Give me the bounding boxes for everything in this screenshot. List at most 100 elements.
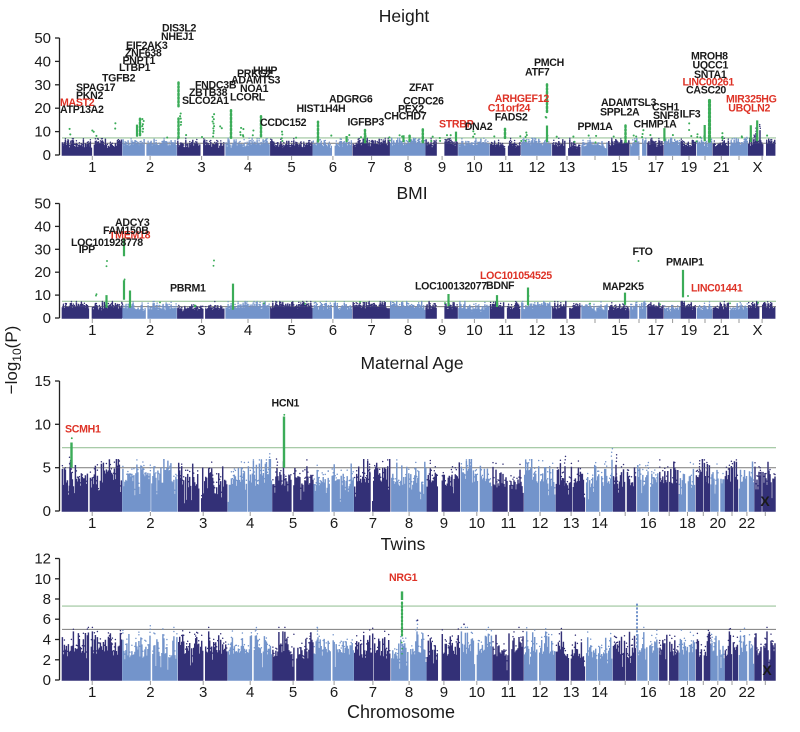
svg-text:5: 5 [287,159,295,176]
svg-text:FAM150B: FAM150B [103,225,149,237]
svg-text:Twins: Twins [381,534,426,554]
svg-text:22: 22 [739,684,756,701]
svg-text:6: 6 [330,684,338,701]
svg-text:UQCC1: UQCC1 [693,59,729,71]
svg-text:DIS3L2: DIS3L2 [162,22,197,34]
svg-text:18: 18 [679,515,696,532]
svg-text:PNPT1: PNPT1 [123,55,156,67]
svg-text:STRBP: STRBP [439,118,474,130]
svg-text:3: 3 [197,159,205,176]
svg-text:19: 19 [681,322,698,339]
svg-text:50: 50 [34,196,51,213]
svg-text:DNA2: DNA2 [465,121,493,133]
svg-text:ZFAT: ZFAT [409,82,434,94]
svg-text:4: 4 [43,632,51,649]
svg-text:ZNF638: ZNF638 [125,47,162,59]
svg-text:1: 1 [88,515,96,532]
svg-text:FNDC3B: FNDC3B [195,79,237,91]
svg-text:−log10(P): −log10(P) [2,326,24,395]
svg-text:ATP13A2: ATP13A2 [60,104,104,116]
svg-text:6: 6 [329,159,337,176]
svg-text:MAST2: MAST2 [60,97,95,109]
svg-text:10: 10 [34,416,51,433]
svg-text:PRKG2: PRKG2 [237,68,272,80]
svg-text:4: 4 [246,515,254,532]
svg-text:17: 17 [648,322,665,339]
svg-text:CASC20: CASC20 [686,84,726,96]
svg-text:SPPL2A: SPPL2A [600,106,640,118]
svg-text:5: 5 [289,684,297,701]
svg-text:10: 10 [468,515,485,532]
svg-text:16: 16 [640,684,657,701]
svg-text:1: 1 [88,322,96,339]
svg-text:C11orf24: C11orf24 [488,102,531,114]
svg-text:16: 16 [640,515,657,532]
svg-text:20: 20 [709,515,726,532]
svg-text:1: 1 [88,159,96,176]
svg-text:HCN1: HCN1 [272,397,300,409]
svg-text:14: 14 [591,684,608,701]
svg-text:5: 5 [289,515,297,532]
svg-text:19: 19 [681,159,698,176]
svg-text:UBQLN2: UBQLN2 [728,102,770,114]
svg-text:0: 0 [43,503,51,520]
svg-text:0: 0 [43,310,51,327]
svg-text:ZBTB38: ZBTB38 [189,87,228,99]
svg-text:CHCHD7: CHCHD7 [384,110,427,122]
svg-text:X: X [762,662,772,678]
svg-text:PBRM1: PBRM1 [170,283,206,295]
svg-text:2: 2 [146,684,154,701]
svg-text:9: 9 [438,322,446,339]
svg-text:13: 13 [563,515,580,532]
svg-text:10: 10 [34,571,51,588]
svg-text:21: 21 [713,159,730,176]
svg-text:BMI: BMI [396,183,427,203]
svg-text:7: 7 [369,515,377,532]
svg-text:NHEJ1: NHEJ1 [161,31,194,43]
svg-text:8: 8 [404,322,412,339]
svg-text:13: 13 [559,322,576,339]
svg-text:NOA1: NOA1 [240,83,269,95]
svg-text:4: 4 [246,684,254,701]
svg-text:9: 9 [438,159,446,176]
svg-text:3: 3 [197,322,205,339]
svg-text:8: 8 [405,515,413,532]
svg-text:SCMH1: SCMH1 [65,423,101,435]
svg-text:10: 10 [468,684,485,701]
svg-text:8: 8 [405,684,413,701]
svg-text:ADAMTS3: ADAMTS3 [231,75,281,87]
svg-text:MROH8: MROH8 [691,50,728,62]
svg-text:21: 21 [713,322,730,339]
svg-text:15: 15 [34,373,51,390]
svg-text:2: 2 [146,515,154,532]
svg-text:17: 17 [648,159,665,176]
svg-text:0: 0 [43,147,51,164]
svg-text:12: 12 [529,159,546,176]
svg-text:MIR325HG: MIR325HG [726,94,777,106]
svg-text:LOC100132077: LOC100132077 [415,280,487,292]
svg-text:SPAG17: SPAG17 [76,82,116,94]
svg-text:ADAMTSL3: ADAMTSL3 [601,97,657,109]
svg-text:12: 12 [532,515,549,532]
svg-text:CCDC152: CCDC152 [260,117,307,129]
svg-text:6: 6 [329,322,337,339]
svg-text:LINC00261: LINC00261 [683,77,735,89]
svg-text:FTO: FTO [633,246,653,258]
svg-text:13: 13 [559,159,576,176]
svg-text:LTBP1: LTBP1 [119,62,151,74]
svg-text:MAP2K5: MAP2K5 [603,281,645,293]
svg-text:9: 9 [440,515,448,532]
svg-text:7: 7 [369,684,377,701]
svg-text:Height: Height [379,6,430,26]
svg-text:20: 20 [709,684,726,701]
svg-text:BDNF: BDNF [486,280,515,292]
svg-text:8: 8 [404,159,412,176]
svg-text:20: 20 [34,264,51,281]
svg-text:15: 15 [611,159,628,176]
svg-text:CHMP1A: CHMP1A [634,119,678,131]
svg-text:TMEM18: TMEM18 [109,229,151,241]
svg-text:LOC101054525: LOC101054525 [480,270,552,282]
svg-text:11: 11 [498,322,514,339]
svg-text:7: 7 [367,159,375,176]
svg-text:LOC101928778: LOC101928778 [71,237,143,249]
